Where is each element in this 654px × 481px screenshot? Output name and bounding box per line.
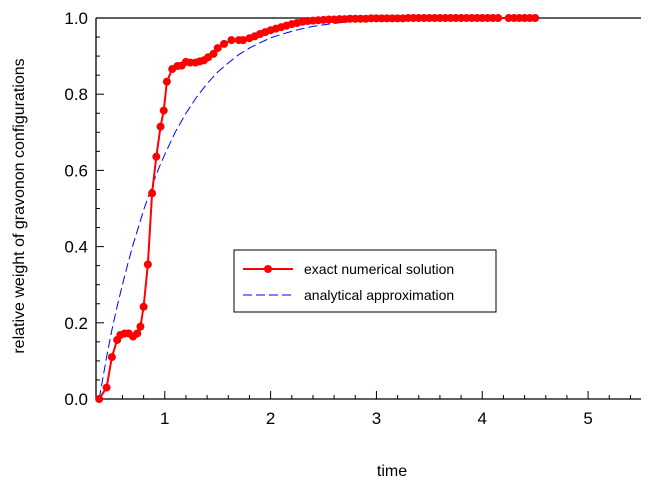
y-tick-label: 1.0 [64,9,88,28]
series-line-analytical [98,19,377,400]
data-point [494,14,503,22]
series-line-exact [98,17,536,400]
data-point [102,383,111,392]
x-tick-label: 1 [160,409,169,428]
data-point [152,152,161,161]
y-tick-label: 0.8 [64,85,88,104]
data-point [227,36,236,45]
x-tick-label: 5 [583,409,592,428]
x-tick-label: 4 [478,409,487,428]
data-point [156,122,165,131]
data-point [143,260,152,269]
legend-label: analytical approximation [304,287,454,303]
x-tick-label: 3 [372,409,381,428]
legend: exact numerical solution analytical appr… [233,249,497,313]
y-tick-label: 0.4 [64,238,88,257]
data-point [213,44,222,53]
y-tick-label: 0.0 [64,390,88,409]
y-axis-label: relative weight of gravonon configuratio… [11,58,28,353]
plot-area [95,14,540,403]
y-tick-label: 0.2 [64,314,88,333]
data-point [162,77,171,86]
axes: 0.0 0.2 0.4 0.6 0.8 1.0 1 2 3 4 5 [64,9,641,428]
data-point [159,106,168,115]
y-tick-label: 0.6 [64,161,88,180]
data-point [95,395,104,403]
data-point [148,189,157,198]
legend-box [233,249,497,313]
legend-label: exact numerical solution [304,261,454,277]
data-point [139,302,148,311]
data-point [107,353,116,362]
x-tick-label: 2 [266,409,275,428]
data-point [531,14,540,22]
data-point [209,49,218,58]
data-point [220,39,229,48]
legend-marker [264,265,272,273]
data-point [133,329,142,338]
x-axis-label: time [377,463,407,480]
data-point [239,36,248,45]
data-point [136,322,145,331]
